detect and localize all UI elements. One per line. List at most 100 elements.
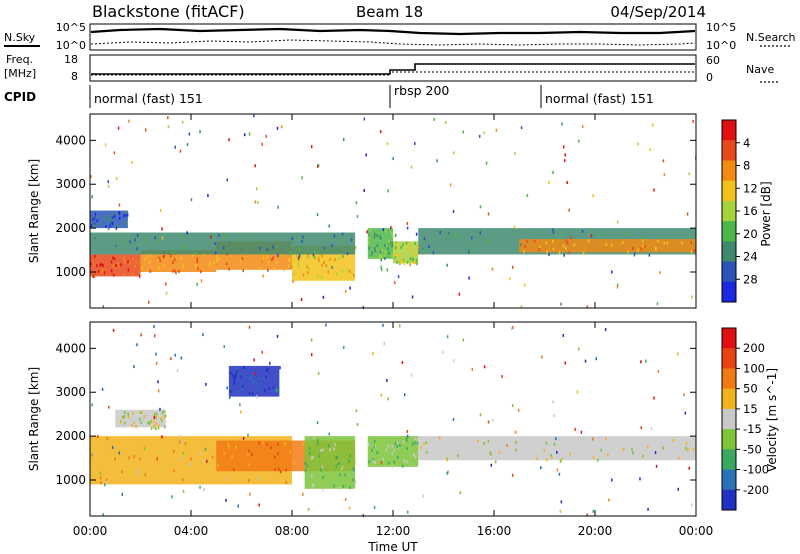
scatter-speck [131,161,133,165]
data-speck [138,417,141,421]
velocity-data [90,323,696,518]
data-speck [200,452,203,456]
data-speck [134,238,136,242]
scatter-speck [205,382,207,386]
data-speck [124,421,126,425]
data-speck [100,481,102,485]
scatter-speck [487,212,490,216]
data-speck [238,238,241,242]
noise-sky-line [90,27,696,36]
scatter-speck [165,282,167,286]
data-speck [640,247,643,251]
data-speck [103,271,106,275]
data-speck [368,246,370,250]
scatter-speck [657,369,660,373]
scatter-speck [182,489,185,493]
scatter-speck [161,227,163,231]
scatter-speck [174,353,176,357]
scatter-speck [491,418,494,422]
data-speck [227,442,230,446]
data-speck [127,415,130,419]
data-speck [155,412,158,416]
x-tick-label: 04:00 [174,524,209,538]
data-speck [106,437,109,441]
scatter-speck [181,120,184,124]
data-speck [374,247,376,251]
data-speck [127,260,129,264]
scatter-speck [199,485,201,489]
data-speck [428,244,430,248]
scatter-speck [578,347,580,351]
power-ylabel: Slant Range [km] [27,159,41,263]
data-speck [384,244,386,248]
data-speck [279,470,282,474]
colorbar-swatch [722,140,736,161]
data-speck [396,455,399,459]
data-speck [690,250,693,254]
data-speck [277,253,279,257]
noise-left-tick-top: 10^5 [56,21,86,34]
data-speck [287,264,290,268]
scatter-speck [365,153,367,157]
scatter-speck [258,503,260,507]
data-speck [384,229,387,233]
data-speck [448,233,450,237]
data-speck [313,436,315,440]
data-speck [284,442,286,446]
data-speck [266,442,268,446]
data-speck [405,241,408,245]
data-speck [565,239,568,243]
data-speck [173,468,175,472]
power-colorbar: 4 8 12 16 20 24 28 [721,119,758,303]
data-speck [414,437,417,441]
data-speck [95,224,97,228]
data-speck [350,238,353,242]
data-speck [399,259,402,263]
data-speck [150,419,153,423]
y-tick-label: 1000 [55,265,86,279]
data-speck [423,442,425,446]
data-speck [118,224,121,228]
scatter-speck [322,476,324,480]
data-speck [368,236,370,240]
scatter-speck [592,509,595,513]
data-speck [169,254,172,258]
scatter-speck [663,173,666,177]
data-speck [341,270,343,274]
scatter-speck [541,355,543,359]
scatter-speck [616,285,619,289]
data-speck [292,280,294,284]
data-speck [285,480,288,484]
data-speck [524,244,527,248]
data-speck [128,456,130,460]
data-speck [395,251,398,255]
scatter-speck [392,157,394,161]
scatter-speck [243,133,246,137]
data-speck [663,241,666,245]
data-speck [320,448,322,452]
data-speck [211,455,214,459]
data-speck [302,273,305,277]
freq-left-label-1: Freq. [6,53,33,66]
scatter-speck [316,164,319,168]
data-speck [371,251,373,255]
y-tick-label: 4000 [55,133,86,147]
data-speck [105,215,107,219]
y-tick-label: 2000 [55,429,86,443]
scatter-speck [101,387,104,391]
data-speck [258,441,260,445]
data-speck [129,262,131,266]
data-speck [273,267,275,271]
data-speck [393,460,395,464]
data-speck [515,448,517,452]
data-speck [90,262,92,266]
scatter-speck [556,468,559,472]
y-tick-label: 4000 [55,341,86,355]
data-speck [317,275,319,279]
data-speck [96,219,99,223]
data-speck [346,268,349,272]
data-speck [241,257,244,261]
data-speck [159,258,161,262]
scatter-speck [637,142,639,146]
data-speck [120,420,122,424]
